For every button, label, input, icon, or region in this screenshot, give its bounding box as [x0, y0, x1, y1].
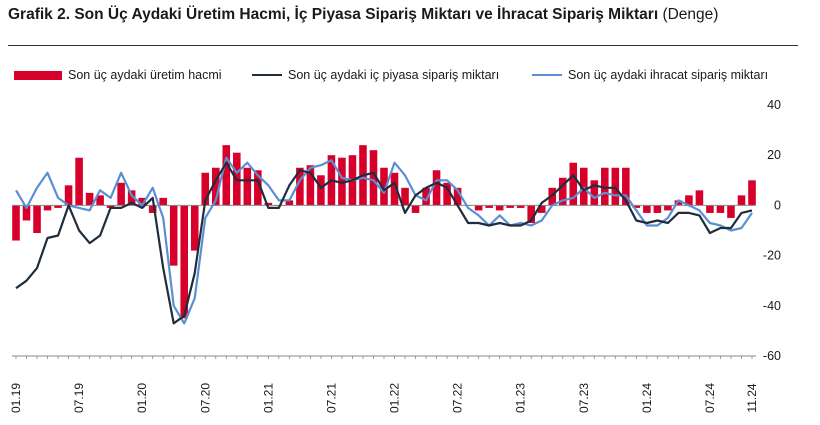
bar-production — [54, 205, 62, 208]
legend-swatch-domestic — [252, 74, 282, 76]
y-tick-label: 40 — [767, 98, 781, 112]
bar-production — [159, 197, 167, 206]
x-tick-label: 01.21 — [261, 383, 275, 413]
bar-production — [169, 205, 178, 266]
bar-production — [579, 167, 588, 206]
bar-production — [506, 205, 514, 208]
bar-production — [117, 182, 125, 206]
bar-production — [590, 180, 599, 206]
bar-production — [243, 167, 252, 206]
bar-production — [695, 190, 704, 206]
bar-production — [85, 192, 94, 206]
bar-production — [106, 205, 115, 208]
bar-production — [527, 205, 535, 223]
x-tick-label: 01.20 — [135, 383, 149, 413]
bar-production — [611, 167, 620, 206]
legend-item-export: Son üç aydaki ihracat sipariş miktarı — [532, 68, 768, 82]
bar-production — [96, 195, 104, 206]
line-export — [15, 156, 753, 325]
legend-swatch-production — [14, 70, 62, 80]
bar-production — [380, 167, 388, 206]
x-tick-label: 07.21 — [324, 383, 338, 413]
bar-production — [664, 205, 672, 211]
x-tick-label: 07.23 — [577, 383, 591, 413]
x-tick-label: 01.19 — [9, 383, 23, 413]
bar-production — [222, 145, 231, 206]
bar-production — [537, 205, 546, 213]
x-tick-label: 01.24 — [640, 383, 654, 413]
y-tick-label: 20 — [767, 148, 781, 162]
bar-production — [674, 200, 683, 206]
y-tick-label: -60 — [763, 349, 781, 363]
bar-production — [411, 205, 420, 213]
x-tick-label: 11.24 — [745, 383, 759, 412]
bar-production — [264, 202, 273, 206]
x-tick-label: 07.19 — [72, 383, 86, 413]
x-tick-label: 01.22 — [388, 383, 402, 413]
bar-production — [516, 205, 525, 208]
bar-production — [201, 172, 210, 206]
bar-production — [64, 185, 73, 206]
bar-production — [632, 205, 641, 208]
bar-production — [653, 205, 662, 213]
bar-production — [706, 205, 714, 213]
bar-production — [33, 205, 41, 234]
bar-production — [716, 205, 725, 213]
bar-production — [422, 187, 430, 206]
title-rule — [8, 45, 798, 46]
legend-item-domestic: Son üç aydaki iç piyasa sipariş miktarı — [252, 68, 499, 82]
legend-label-domestic: Son üç aydaki iç piyasa sipariş miktarı — [288, 68, 500, 82]
bar-production — [75, 157, 83, 206]
bar-production — [485, 205, 493, 208]
bar-production — [296, 167, 304, 206]
bar-production — [474, 205, 483, 211]
line-domestic — [15, 161, 753, 325]
bar-production — [211, 167, 220, 206]
x-tick-label: 07.22 — [451, 383, 465, 413]
legend-label-production: Son üç aydaki üretim hacmi — [68, 68, 222, 82]
bar-production — [727, 205, 735, 218]
bar-production — [401, 187, 409, 206]
bar-production — [643, 205, 651, 213]
legend-item-production: Son üç aydaki üretim hacmi — [14, 68, 222, 82]
bar-production — [569, 162, 578, 206]
y-tick-label: -40 — [763, 299, 781, 313]
bar-production — [338, 157, 346, 206]
bar-production — [22, 205, 31, 221]
bar-production — [306, 165, 315, 206]
chart-title: Grafik 2. Son Üç Aydaki Üretim Hacmi, İç… — [8, 6, 718, 24]
y-tick-label: 0 — [774, 198, 781, 212]
bar-production — [127, 190, 136, 206]
x-tick-label: 01.23 — [514, 383, 528, 413]
bar-production — [601, 167, 609, 206]
bar-production — [43, 205, 52, 211]
bar-production — [432, 170, 441, 206]
chart-title-unit: (Denge) — [662, 6, 719, 23]
y-tick-label: -20 — [763, 249, 781, 263]
bar-production — [685, 195, 693, 206]
bar-production — [180, 205, 189, 319]
bar-production — [737, 195, 746, 206]
legend-swatch-export — [532, 74, 562, 76]
x-tick-label: 07.20 — [198, 383, 212, 413]
bar-production — [453, 187, 462, 206]
bar-production — [12, 205, 20, 241]
legend-label-export: Son üç aydaki ihracat sipariş miktarı — [568, 68, 769, 82]
x-tick-label: 07.24 — [703, 383, 717, 413]
bar-production — [254, 170, 262, 206]
bar-production — [148, 205, 157, 213]
bar-production — [390, 172, 399, 206]
bar-production — [622, 167, 630, 206]
chart-title-bold: Grafik 2. Son Üç Aydaki Üretim Hacmi, İç… — [8, 6, 659, 23]
bar-production — [443, 182, 451, 206]
bar-production — [190, 205, 199, 251]
bar-production — [138, 197, 146, 206]
bar-production — [495, 205, 504, 211]
bar-production — [369, 150, 378, 206]
bar-production — [285, 200, 294, 206]
bar-production — [748, 180, 756, 206]
bar-production — [558, 177, 567, 206]
bar-production — [317, 175, 325, 206]
